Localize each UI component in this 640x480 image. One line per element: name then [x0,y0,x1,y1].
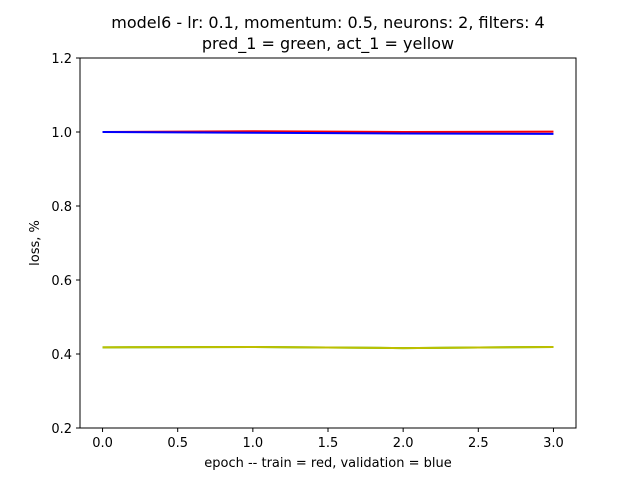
plot-area [80,58,576,428]
y-tick-label: 1.2 [51,52,72,67]
chart-title: model6 - lr: 0.1, momentum: 0.5, neurons… [111,13,544,32]
y-tick-label: 1.0 [51,126,72,141]
x-tick-label: 1.0 [243,436,264,451]
x-tick-label: 2.0 [393,436,414,451]
series-line-2 [102,131,554,135]
x-axis-label: epoch -- train = red, validation = blue [204,456,452,471]
y-tick-label: 0.8 [51,200,72,215]
plot-frame [79,57,577,429]
x-tick-label: 0.5 [167,436,188,451]
series-line-4 [102,345,554,350]
chart-subtitle: pred_1 = green, act_1 = yellow [202,34,454,54]
y-axis-label: loss, % [28,220,43,266]
x-tick-label: 2.5 [468,436,489,451]
series-layer [102,130,554,350]
x-tick-label: 3.0 [543,436,564,451]
x-tick-label: 0.0 [92,436,113,451]
y-tick-label: 0.4 [51,348,72,363]
y-tick-label: 0.6 [51,274,72,289]
ticks-layer: 0.0 0.5 1.0 1.5 2.0 2.5 3.0 0.2 0.4 0.6 0.8 1.0 1.2 [51,52,563,451]
x-tick-label: 1.5 [318,436,339,451]
y-tick-label: 0.2 [51,422,72,437]
